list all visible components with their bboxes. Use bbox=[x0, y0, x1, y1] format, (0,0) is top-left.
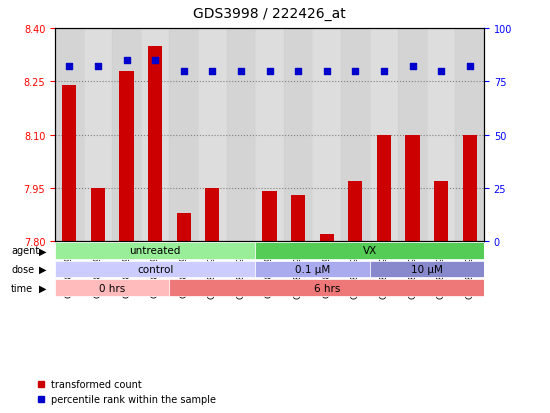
Text: agent: agent bbox=[11, 246, 39, 256]
Bar bbox=[262, 192, 277, 242]
Bar bbox=[312, 29, 341, 242]
Point bbox=[408, 64, 417, 71]
Text: time: time bbox=[11, 283, 33, 293]
FancyBboxPatch shape bbox=[255, 242, 484, 259]
Point bbox=[322, 68, 331, 75]
Bar bbox=[341, 29, 370, 242]
Text: ▶: ▶ bbox=[39, 283, 47, 293]
Bar bbox=[434, 181, 448, 242]
Bar bbox=[198, 29, 227, 242]
Bar bbox=[227, 29, 255, 242]
Bar bbox=[119, 71, 134, 242]
Bar bbox=[348, 181, 362, 242]
Bar bbox=[255, 29, 284, 242]
FancyBboxPatch shape bbox=[55, 242, 255, 259]
Bar bbox=[177, 213, 191, 242]
Point bbox=[65, 64, 74, 71]
Bar bbox=[169, 29, 198, 242]
Text: 6 hrs: 6 hrs bbox=[314, 283, 340, 293]
Bar bbox=[463, 135, 477, 242]
FancyBboxPatch shape bbox=[55, 280, 169, 297]
Bar bbox=[320, 235, 334, 242]
Text: 0.1 μM: 0.1 μM bbox=[295, 264, 330, 275]
Point bbox=[379, 68, 388, 75]
Text: ▶: ▶ bbox=[39, 264, 47, 275]
Bar bbox=[370, 29, 398, 242]
FancyBboxPatch shape bbox=[169, 280, 484, 297]
Text: untreated: untreated bbox=[129, 246, 181, 256]
Text: 0 hrs: 0 hrs bbox=[99, 283, 125, 293]
Point bbox=[351, 68, 360, 75]
FancyBboxPatch shape bbox=[370, 261, 484, 278]
Point bbox=[265, 68, 274, 75]
Bar bbox=[405, 135, 420, 242]
Point bbox=[122, 57, 131, 64]
Point bbox=[236, 68, 245, 75]
Point bbox=[151, 57, 160, 64]
Text: VX: VX bbox=[362, 246, 377, 256]
Text: ▶: ▶ bbox=[39, 246, 47, 256]
Bar bbox=[91, 188, 105, 242]
Bar bbox=[398, 29, 427, 242]
FancyBboxPatch shape bbox=[255, 261, 370, 278]
Bar bbox=[455, 29, 484, 242]
Bar bbox=[112, 29, 141, 242]
Point bbox=[437, 68, 446, 75]
Bar bbox=[148, 47, 162, 242]
Bar bbox=[205, 188, 219, 242]
Bar bbox=[141, 29, 169, 242]
Point bbox=[294, 68, 302, 75]
Text: GDS3998 / 222426_at: GDS3998 / 222426_at bbox=[193, 7, 346, 21]
Legend: transformed count, percentile rank within the sample: transformed count, percentile rank withi… bbox=[32, 375, 219, 408]
Point bbox=[179, 68, 188, 75]
Bar bbox=[284, 29, 312, 242]
Point bbox=[465, 64, 474, 71]
Text: control: control bbox=[137, 264, 173, 275]
Bar bbox=[427, 29, 455, 242]
Bar bbox=[55, 29, 84, 242]
Point bbox=[94, 64, 102, 71]
FancyBboxPatch shape bbox=[55, 261, 255, 278]
Bar bbox=[84, 29, 112, 242]
Bar bbox=[291, 195, 305, 242]
Point bbox=[208, 68, 217, 75]
Text: 10 μM: 10 μM bbox=[411, 264, 443, 275]
Text: dose: dose bbox=[11, 264, 34, 275]
Bar bbox=[62, 85, 76, 242]
Bar bbox=[377, 135, 391, 242]
